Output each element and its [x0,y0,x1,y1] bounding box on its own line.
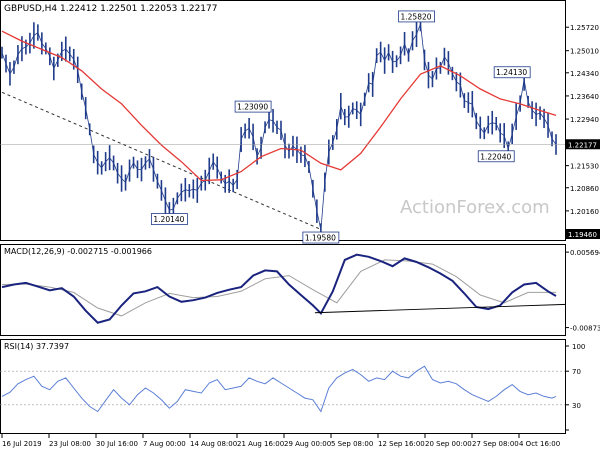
price-series [1,16,557,237]
trendlines [1,91,322,230]
time-tick-label: 23 Jul 08:00 [49,440,91,448]
macd-series [1,253,566,324]
price-tick-label: 1.25010 [570,48,599,56]
rsi-panel-frame [0,339,566,434]
price-tick-label: 1.25720 [570,24,599,32]
annotation-label: 1.19580 [305,234,336,243]
rsi-line [1,365,557,413]
price-trendline [1,91,322,230]
time-tick-label: 21 Aug 16:00 [237,440,284,448]
annotation-box [477,150,515,163]
macd-tick-label: -0.008737 [570,325,600,333]
time-axis: 16 Jul 2019 23 Jul 08:00 30 Jul 16:00 7 Aug… [1,434,560,448]
price-tick-label: 1.24340 [570,70,599,78]
price-axis: 1.25720 1.25010 1.24340 1.23640 1.22940 1.215… [565,24,600,239]
rsi-tick-label: 70 [572,368,581,376]
current-price: 1.22177 [0,139,600,150]
annotation-box [150,213,188,225]
price-close-line [1,23,557,231]
rsi-label: RSI(14) 37.7397 [4,342,69,351]
time-tick-label: 5 Sep 08:00 [331,440,373,448]
chart-title: GBPUSD,H4 1.22412 1.22501 1.22053 1.2217… [4,4,217,14]
price-tick-label: 1.23640 [570,93,599,101]
rsi-tick-label: 30 [572,402,581,410]
time-tick-label: 29 Aug 00:00 [284,440,331,448]
annotation-label: 1.24130 [496,68,527,77]
price-tick-label: 1.20860 [570,185,599,193]
annotation-label: 1.20140 [153,215,184,224]
price-annotations: 1.25820 1.23090 1.24130 1.22040 1.20140 1.195… [150,10,531,244]
current-price-label: 1.22177 [568,141,597,149]
annotation-label: 1.22040 [480,152,511,161]
time-tick-label: 12 Sep 16:00 [378,440,425,448]
moving-average [1,30,557,182]
annotation-box [398,10,435,23]
annotation-box [493,66,531,79]
price-tick-label: 1.20160 [570,208,599,216]
time-tick-label: 14 Aug 08:00 [190,440,237,448]
price-low-box [566,229,600,239]
annotation-label: 1.23090 [237,103,268,112]
annotation-box [302,231,340,244]
macd-line [1,253,557,324]
current-price-box [566,139,600,150]
price-low-label: 1.19460 [568,231,597,239]
time-tick-label: 27 Sep 08:00 [472,440,519,448]
watermark: ActionForex.com [400,197,550,218]
macd-panel-frame [0,244,566,336]
macd-axis: 0.005694 -0.008737 [565,249,600,333]
time-tick-label: 20 Sep 00:00 [425,440,472,448]
macd-label: MACD(12,26,9) -0.002715 -0.001966 [4,247,152,256]
macd-tick-label: 0.005694 [570,249,600,257]
time-tick-label: 7 Aug 00:00 [143,440,186,448]
annotation-label: 1.25820 [401,12,432,21]
rsi-series [0,365,565,413]
time-tick-label: 4 Oct 16:00 [519,440,560,448]
macd-signal-line [1,259,556,317]
moving-average-line [1,30,557,182]
rsi-axis: 100 70 30 [565,343,585,431]
annotation-box [234,100,272,113]
time-tick-label: 30 Jul 16:00 [96,440,138,448]
time-tick-label: 16 Jul 2019 [2,440,42,448]
price-tick-label: 1.21530 [570,163,599,171]
price-panel-frame [0,0,566,241]
price-tick-label: 1.22940 [570,116,599,124]
rsi-tick-label: 100 [572,343,585,351]
macd-trendline [314,303,566,314]
